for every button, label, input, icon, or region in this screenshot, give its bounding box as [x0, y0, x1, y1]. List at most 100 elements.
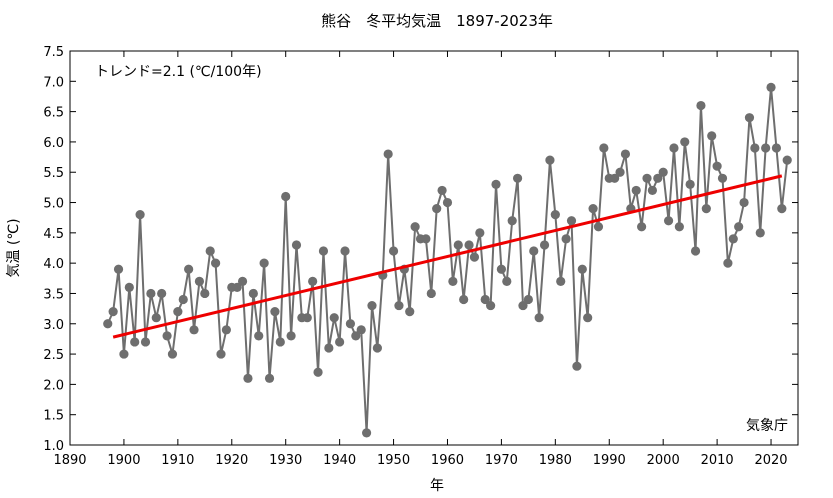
- data-point: [707, 131, 717, 141]
- data-point: [205, 246, 215, 256]
- data-point: [410, 222, 420, 232]
- y-tick-label: 4.0: [43, 257, 64, 272]
- data-point: [453, 240, 463, 250]
- data-point: [761, 143, 771, 153]
- data-point: [480, 294, 490, 305]
- data-point: [593, 222, 604, 232]
- y-axis-title: 気温 (℃): [6, 218, 22, 277]
- data-point: [486, 300, 496, 311]
- data-point: [367, 300, 377, 311]
- data-point: [717, 173, 728, 183]
- data-point: [108, 307, 118, 317]
- data-point: [690, 246, 701, 256]
- data-point: [728, 234, 738, 244]
- data-point: [782, 155, 792, 165]
- data-point: [264, 373, 275, 383]
- data-point: [119, 349, 129, 359]
- data-point: [211, 258, 221, 268]
- data-point: [318, 246, 329, 256]
- y-tick-label: 4.5: [43, 227, 64, 242]
- data-point: [329, 313, 339, 323]
- x-tick-label: 1940: [323, 453, 356, 468]
- data-point: [696, 100, 706, 111]
- data-point: [124, 282, 134, 292]
- trend-label: トレンド=2.1 (℃/100年): [95, 64, 262, 80]
- data-point: [237, 276, 248, 286]
- data-point: [140, 337, 151, 347]
- data-point: [351, 331, 361, 341]
- trend-series: [112, 174, 783, 339]
- data-point: [464, 240, 474, 250]
- data-point: [712, 161, 722, 171]
- data-point: [383, 149, 393, 159]
- data-point: [545, 155, 555, 165]
- data-point: [275, 337, 285, 347]
- data-point: [432, 204, 442, 214]
- data-point: [335, 337, 345, 347]
- x-tick-label: 1980: [539, 453, 572, 468]
- data-point: [750, 143, 760, 153]
- data-point: [539, 240, 550, 250]
- data-point: [426, 288, 436, 299]
- data-point: [734, 222, 744, 232]
- data-point: [372, 343, 382, 353]
- x-axis: 1890 1900 1910 1920 1930 1940 1950 1960 1970 1980…: [53, 51, 788, 468]
- data-point: [507, 216, 517, 226]
- y-axis: 1.0 1.5 2.0 2.5 3.0 3.5 4.0 4.5 5.0 5.5 6.0 6.5 7.0 7…: [43, 45, 798, 454]
- data-point: [777, 204, 787, 214]
- data-point: [162, 331, 172, 341]
- data-point: [308, 276, 318, 286]
- observed-series: [103, 82, 792, 438]
- x-tick-label: 1930: [269, 453, 302, 468]
- data-point: [610, 173, 620, 183]
- y-tick-label: 6.0: [43, 136, 64, 151]
- x-tick-label: 2020: [754, 453, 787, 468]
- data-point: [680, 137, 690, 147]
- data-point: [669, 143, 679, 153]
- data-point: [281, 191, 291, 202]
- x-tick-label: 2000: [647, 453, 680, 468]
- data-point: [572, 361, 582, 371]
- x-tick-label: 1900: [107, 453, 140, 468]
- data-point: [518, 300, 528, 311]
- data-point: [167, 349, 178, 359]
- data-point: [130, 337, 140, 347]
- y-tick-label: 1.5: [43, 409, 64, 424]
- y-tick-label: 3.5: [43, 287, 64, 302]
- data-point: [259, 258, 269, 268]
- data-point: [663, 216, 674, 226]
- data-point: [512, 173, 523, 183]
- y-tick-label: 7.5: [43, 45, 64, 60]
- data-point: [361, 428, 372, 438]
- data-point: [723, 258, 733, 268]
- data-point: [135, 210, 145, 220]
- data-point: [599, 143, 609, 153]
- data-point: [550, 210, 560, 220]
- x-tick-label: 1920: [215, 453, 248, 468]
- data-point: [766, 82, 776, 92]
- y-tick-label: 7.0: [43, 75, 64, 90]
- data-point: [324, 343, 334, 353]
- data-point: [221, 325, 231, 335]
- data-point: [588, 204, 598, 214]
- data-point: [583, 313, 593, 323]
- data-point: [405, 307, 415, 317]
- source-label: 気象庁: [746, 418, 788, 434]
- plot-frame: [69, 50, 799, 446]
- data-point: [340, 246, 350, 256]
- y-tick-label: 6.5: [43, 106, 64, 121]
- data-point: [151, 313, 161, 323]
- x-axis-title: 年: [430, 478, 444, 494]
- y-tick-label: 2.0: [43, 378, 64, 393]
- data-point: [642, 173, 652, 183]
- data-point: [437, 185, 447, 196]
- data-point: [302, 313, 312, 323]
- x-tick-label: 1970: [485, 453, 518, 468]
- y-tick-label: 5.5: [43, 166, 64, 181]
- data-point: [113, 264, 124, 274]
- data-point: [475, 228, 485, 238]
- data-point: [631, 185, 641, 196]
- data-point: [254, 331, 264, 341]
- data-point: [146, 288, 156, 299]
- data-point: [173, 307, 183, 317]
